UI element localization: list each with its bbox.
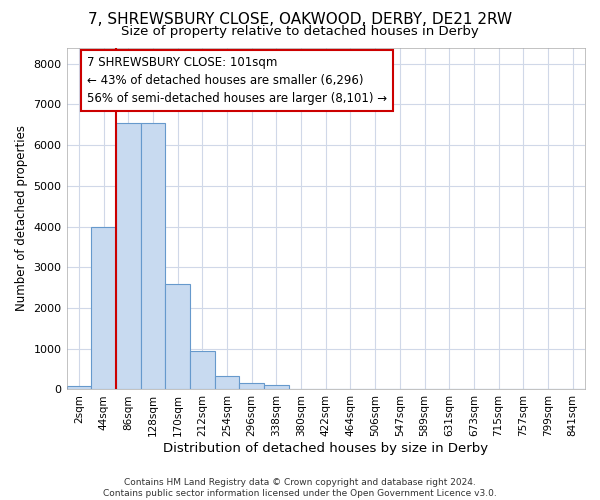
Text: Contains HM Land Registry data © Crown copyright and database right 2024.
Contai: Contains HM Land Registry data © Crown c… [103,478,497,498]
Text: 7, SHREWSBURY CLOSE, OAKWOOD, DERBY, DE21 2RW: 7, SHREWSBURY CLOSE, OAKWOOD, DERBY, DE2… [88,12,512,28]
Bar [67,386,91,390]
Bar [239,384,264,390]
Y-axis label: Number of detached properties: Number of detached properties [15,126,28,312]
Bar [140,123,165,390]
Text: 7 SHREWSBURY CLOSE: 101sqm
← 43% of detached houses are smaller (6,296)
56% of s: 7 SHREWSBURY CLOSE: 101sqm ← 43% of deta… [87,56,388,105]
Bar [190,351,215,390]
Bar [165,284,190,390]
X-axis label: Distribution of detached houses by size in Derby: Distribution of detached houses by size … [163,442,488,455]
Bar [91,226,116,390]
Text: Size of property relative to detached houses in Derby: Size of property relative to detached ho… [121,25,479,38]
Bar [264,386,289,390]
Bar [215,376,239,390]
Bar [116,123,140,390]
